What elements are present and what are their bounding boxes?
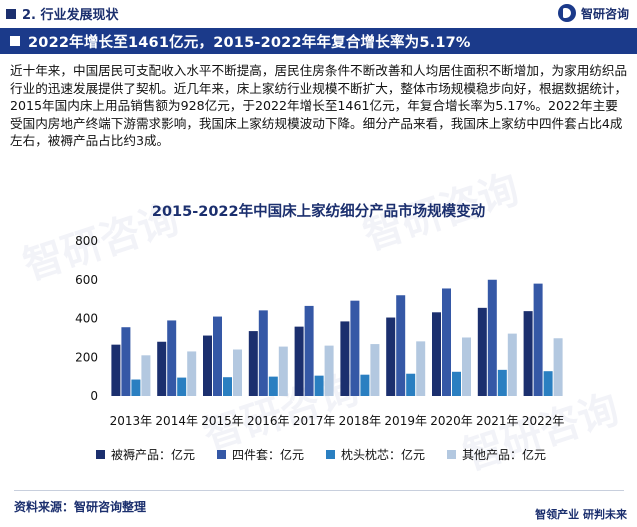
legend-label: 枕头枕芯：亿元 — [341, 448, 426, 462]
bar — [233, 349, 242, 396]
legend-item: 被褥产品：亿元 — [96, 446, 195, 463]
bar — [350, 300, 360, 396]
x-tick-label: 2018年 — [339, 414, 382, 428]
bar — [360, 374, 370, 396]
legend-label: 其他产品：亿元 — [462, 448, 547, 462]
top-bar: 2. 行业发展现状 智研咨询 — [0, 0, 637, 28]
bar — [324, 345, 334, 396]
bar — [386, 317, 396, 396]
footer-divider — [14, 490, 624, 491]
headline-banner: 2022年增长至1461亿元，2015-2022年年复合增长率为5.17% — [0, 28, 637, 54]
bar — [442, 288, 451, 396]
y-tick-label: 0 — [90, 389, 98, 403]
section-label: 2. 行业发展现状 — [6, 4, 119, 23]
x-tick-label: 2019年 — [384, 414, 427, 428]
bar — [477, 307, 487, 396]
bar — [177, 377, 187, 396]
bar — [111, 344, 121, 396]
legend-swatch — [217, 450, 227, 459]
legend-swatch — [326, 450, 336, 459]
chart-title: 2015-2022年中国床上家纺细分产品市场规模变动 — [151, 204, 486, 220]
section-label-text: 2. 行业发展现状 — [22, 8, 119, 23]
bar — [258, 310, 268, 396]
banner-square-icon — [10, 36, 20, 46]
legend-label: 被褥产品：亿元 — [111, 448, 196, 462]
bar — [141, 355, 151, 396]
bar — [507, 333, 517, 396]
x-tick-label: 2020年 — [430, 414, 473, 428]
y-tick-label: 600 — [75, 273, 98, 287]
brand-name: 智研咨询 — [580, 6, 629, 21]
bar — [406, 373, 416, 396]
bar — [533, 283, 543, 396]
legend-swatch — [96, 450, 105, 459]
bar — [497, 369, 507, 396]
bar — [268, 376, 278, 396]
bar — [167, 320, 177, 396]
bar — [396, 295, 406, 396]
bar — [487, 279, 497, 396]
bar — [314, 375, 324, 396]
bar — [304, 305, 314, 396]
legend-swatch — [447, 450, 457, 459]
legend-item: 四件套：亿元 — [217, 446, 304, 463]
description-text: 近十年来，中国居民可支配收入水平不断提高，居民住房条件不断改善和人均居住面积不断… — [10, 63, 628, 148]
bar — [248, 331, 258, 396]
bar — [213, 316, 222, 396]
x-tick-label: 2022年 — [522, 414, 565, 428]
legend-label: 四件套：亿元 — [232, 448, 305, 462]
x-tick-label: 2017年 — [293, 414, 336, 428]
bar — [131, 379, 141, 396]
legend-item: 枕头枕芯：亿元 — [326, 446, 425, 463]
bar — [553, 338, 563, 396]
bar — [223, 377, 232, 396]
bar — [157, 341, 167, 396]
y-tick-label: 800 — [75, 234, 98, 248]
bar — [278, 346, 288, 396]
bar — [462, 337, 471, 396]
bar — [121, 327, 131, 396]
bar — [452, 371, 461, 396]
bar — [543, 371, 553, 396]
bar — [203, 335, 212, 396]
legend-item: 其他产品：亿元 — [447, 446, 546, 463]
x-tick-label: 2016年 — [247, 414, 290, 428]
y-tick-label: 200 — [75, 350, 98, 364]
x-tick-label: 2021年 — [476, 414, 519, 428]
headline-title: 2022年增长至1461亿元，2015-2022年年复合增长率为5.17% — [28, 35, 471, 51]
y-tick-label: 400 — [75, 312, 98, 326]
x-tick-label: 2013年 — [110, 414, 153, 428]
section-square-icon — [6, 8, 16, 19]
source-note: 资料来源：智研咨询整理 — [14, 500, 147, 514]
bar — [187, 351, 197, 396]
x-tick-label: 2015年 — [201, 414, 244, 428]
brand-slogan: 智领产业 研判未来 — [535, 508, 627, 521]
bar — [432, 312, 441, 396]
bar — [523, 311, 533, 396]
brand-logo: 智研咨询 — [557, 4, 629, 22]
bar — [294, 326, 304, 396]
bar — [370, 344, 380, 396]
x-tick-label: 2014年 — [155, 414, 198, 428]
chart-legend: 被褥产品：亿元 四件套：亿元 枕头枕芯：亿元 其他产品：亿元 — [96, 446, 546, 463]
brand-mark-icon — [557, 4, 576, 22]
bar — [340, 321, 350, 396]
bar — [416, 341, 426, 396]
